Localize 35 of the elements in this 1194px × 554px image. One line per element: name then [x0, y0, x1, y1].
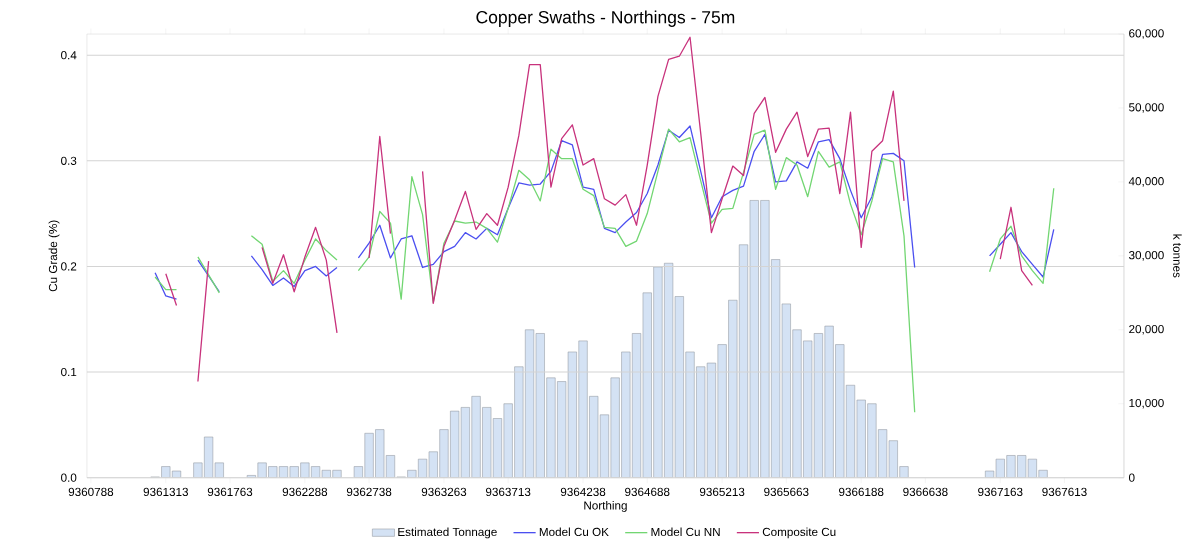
x-tick-label: 9365213 — [699, 488, 745, 497]
y-axis-title: Cu Grade (%) — [48, 220, 60, 292]
y-tick-label: 0.3 — [61, 156, 77, 166]
x-tick-label: 9361313 — [143, 488, 189, 497]
x-tick-label: 9367163 — [978, 488, 1023, 497]
y2-tick-label: 60,000 — [1129, 29, 1164, 40]
chart-title: Copper Swaths - Northings - 75m — [476, 10, 735, 28]
x-tick-label: 9364688 — [625, 488, 670, 497]
x-tick-label: 9361763 — [207, 488, 253, 497]
y2-tick-label: 20,000 — [1129, 325, 1164, 335]
y2-tick-label: 10,000 — [1129, 399, 1164, 409]
x-tick-label: 9362738 — [346, 488, 392, 497]
y-tick-label: 0.1 — [61, 368, 77, 377]
y2-tick-label: 50,000 — [1129, 103, 1164, 114]
legend-label: Composite Cu — [762, 527, 836, 539]
x-tick-label: 9364238 — [560, 488, 606, 497]
legend-label: Model Cu NN — [651, 527, 720, 537]
x-tick-label: 9363263 — [421, 488, 467, 497]
legend-label: Estimated Tonnage — [398, 527, 497, 539]
x-tick-label: 9363713 — [485, 488, 531, 497]
y-tick-label: 0.2 — [61, 262, 77, 271]
x-axis-title: Northing — [584, 501, 627, 513]
x-tick-label: 9366188 — [839, 488, 884, 497]
x-tick-label: 9365663 — [764, 488, 809, 497]
y2-tick-label: 30,000 — [1128, 251, 1164, 261]
x-tick-label: 9366638 — [903, 488, 948, 497]
y2-tick-label: 0 — [1128, 473, 1135, 483]
y-tick-label: 0.4 — [61, 51, 77, 60]
x-tick-label: 9362288 — [282, 488, 328, 497]
y2-tick-label: 40,000 — [1128, 177, 1164, 187]
y-tick-label: 0.0 — [61, 473, 77, 483]
y2-axis-title: k tonnes — [1173, 234, 1182, 278]
legend-label: Model Cu OK — [539, 527, 609, 537]
x-tick-label: 9367613 — [1042, 488, 1087, 497]
x-tick-label: 9360788 — [68, 488, 114, 497]
